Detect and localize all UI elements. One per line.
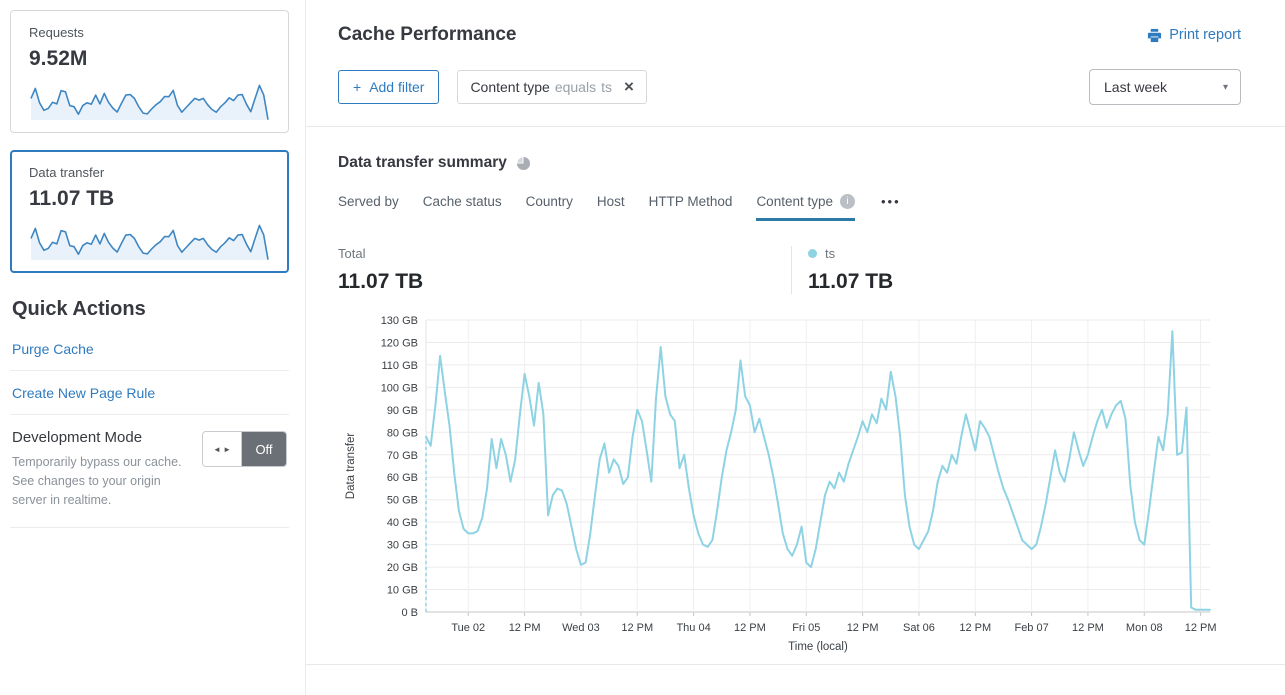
total-stat-value: 11.07 TB (338, 270, 424, 293)
info-icon[interactable]: i (840, 194, 855, 209)
add-filter-button[interactable]: + Add filter (338, 70, 440, 104)
development-mode-title: Development Mode (12, 429, 143, 446)
tab-cache-status[interactable]: Cache status (422, 194, 502, 209)
main-panel: Cache Performance Print report + Add fil… (306, 0, 1285, 695)
legend-dot (808, 249, 817, 258)
summary-tabs: Served by Cache status Country Host HTTP Met… (338, 194, 1241, 221)
svg-text:12 PM: 12 PM (1072, 622, 1104, 634)
svg-text:Data transfer: Data transfer (345, 433, 357, 500)
chevron-down-icon: ▾ (1222, 81, 1228, 93)
svg-text:12 PM: 12 PM (1185, 622, 1217, 634)
requests-card-value: 9.52M (29, 47, 88, 70)
requests-card-label: Requests (29, 25, 84, 40)
print-report-label: Print report (1169, 27, 1241, 43)
svg-text:Sat 06: Sat 06 (903, 622, 935, 634)
svg-text:120 GB: 120 GB (381, 337, 418, 349)
total-stat: Total 11.07 TB (338, 246, 791, 294)
svg-text:30 GB: 30 GB (387, 540, 418, 552)
add-filter-label: Add filter (369, 79, 425, 95)
svg-text:Feb 07: Feb 07 (1014, 622, 1048, 634)
svg-text:100 GB: 100 GB (381, 382, 418, 394)
svg-text:60 GB: 60 GB (387, 472, 418, 484)
data-transfer-card-value: 11.07 TB (29, 187, 115, 210)
svg-text:0 B: 0 B (401, 607, 418, 619)
filter-chip-content-type: Content type equals ts × (457, 70, 647, 104)
tab-country[interactable]: Country (525, 194, 573, 209)
page-title: Cache Performance (338, 24, 517, 45)
date-range-selected: Last week (1104, 79, 1168, 95)
tab-content-type[interactable]: Content type i (756, 194, 855, 221)
data-transfer-chart: 0 B 10 GB 20 GB 30 GB 40 GB 50 GB 60 GB 70 GB 80… (338, 306, 1241, 663)
data-transfer-card[interactable]: Data transfer 11.07 TB (10, 150, 289, 273)
tab-http-method[interactable]: HTTP Method (648, 194, 733, 209)
svg-text:50 GB: 50 GB (387, 495, 418, 507)
legend-series-value: 11.07 TB (808, 270, 894, 293)
svg-text:10 GB: 10 GB (387, 585, 418, 597)
requests-card[interactable]: Requests 9.52M (10, 10, 289, 133)
date-range-select[interactable]: Last week ▾ (1089, 69, 1241, 105)
data-transfer-sparkline (30, 224, 269, 260)
requests-sparkline (30, 84, 269, 120)
svg-text:Thu 04: Thu 04 (676, 622, 710, 634)
summary-title: Data transfer summary (338, 154, 507, 171)
svg-text:20 GB: 20 GB (387, 562, 418, 574)
filter-chip-field: Content type (470, 79, 550, 95)
svg-text:Tue 02: Tue 02 (451, 622, 485, 634)
dev-mode-toggle-state: Off (242, 432, 286, 466)
svg-text:40 GB: 40 GB (387, 517, 418, 529)
create-page-rule-link[interactable]: Create New Page Rule (10, 371, 289, 415)
svg-text:12 PM: 12 PM (509, 622, 541, 634)
svg-text:12 PM: 12 PM (621, 622, 653, 634)
svg-text:Mon 08: Mon 08 (1126, 622, 1163, 634)
svg-text:90 GB: 90 GB (387, 405, 418, 417)
bottom-divider (306, 664, 1285, 665)
dev-mode-toggle[interactable]: ◄ ► Off (202, 431, 287, 467)
plus-icon: + (353, 79, 362, 95)
svg-text:Time (local): Time (local) (788, 641, 848, 653)
svg-text:Wed 03: Wed 03 (562, 622, 600, 634)
toggle-arrows-icon: ◄ ► (203, 432, 242, 466)
development-mode-section: Development Mode Temporarily bypass our … (10, 415, 289, 529)
printer-icon (1148, 28, 1162, 42)
quick-actions-title: Quick Actions (12, 298, 146, 320)
svg-text:80 GB: 80 GB (387, 427, 418, 439)
series-line-ts (425, 330, 1211, 611)
main-header: Cache Performance Print report + Add fil… (306, 0, 1285, 127)
purge-cache-link[interactable]: Purge Cache (10, 327, 289, 371)
development-mode-description: Temporarily bypass our cache. See change… (12, 455, 182, 507)
total-stat-label: Total (338, 246, 366, 261)
pie-chart-icon (516, 156, 530, 170)
svg-text:Fri 05: Fri 05 (792, 622, 820, 634)
svg-text:110 GB: 110 GB (382, 360, 419, 372)
legend-series-name: ts (825, 246, 836, 261)
summary-stats: Total 11.07 TB ts 11.07 TB (338, 246, 1241, 294)
tab-host[interactable]: Host (596, 194, 625, 209)
svg-text:130 GB: 130 GB (381, 315, 418, 327)
close-icon[interactable]: × (623, 77, 634, 97)
svg-text:12 PM: 12 PM (734, 622, 766, 634)
more-tabs-button[interactable]: ••• (881, 194, 901, 209)
svg-text:12 PM: 12 PM (959, 622, 991, 634)
print-report-link[interactable]: Print report (1147, 27, 1241, 43)
data-transfer-card-label: Data transfer (29, 165, 105, 180)
svg-text:12 PM: 12 PM (847, 622, 879, 634)
svg-text:70 GB: 70 GB (387, 450, 418, 462)
sidebar: Requests 9.52M Data transfer 11.07 TB Qu… (0, 0, 306, 695)
filter-chip-operator: equals (554, 79, 597, 95)
series-legend-stat: ts 11.07 TB (791, 246, 893, 294)
data-transfer-summary-section: Data transfer summary Served by Cache sta… (306, 127, 1285, 695)
filter-chip-value: ts (601, 79, 612, 95)
tab-served-by[interactable]: Served by (338, 194, 399, 209)
